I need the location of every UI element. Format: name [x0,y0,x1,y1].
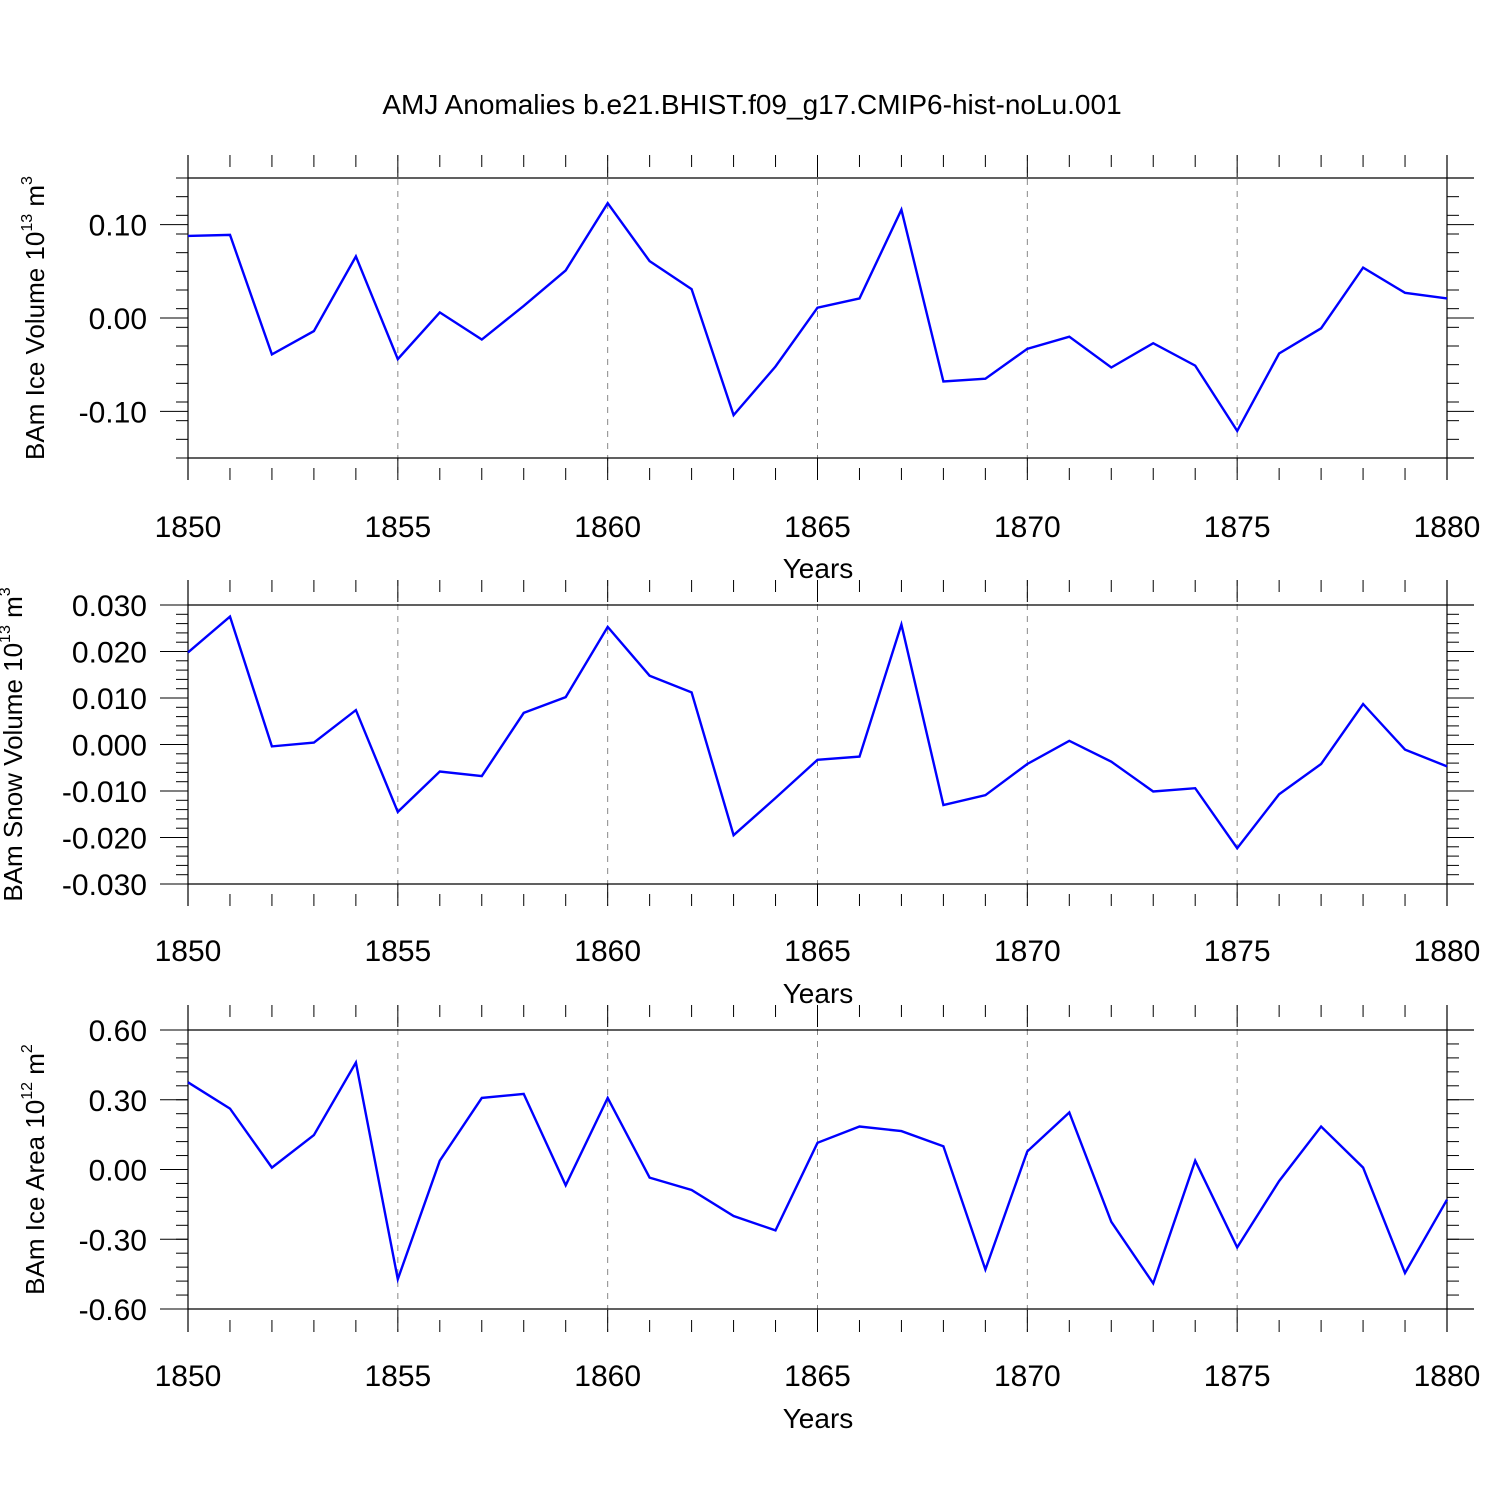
x-tick-label-1880: 1880 [1414,935,1481,968]
y-tick-label: -0.30 [79,1224,147,1257]
y-label-superscript: 13 [19,214,36,232]
y-tick-label: -0.020 [62,823,147,856]
x-axis-label: Years [783,553,854,584]
y-tick-label: -0.60 [79,1294,147,1327]
y-label-superscript: 12 [19,1082,36,1100]
y-label-text: m [0,596,28,625]
panel-snow-volume: -0.030 -0.020 -0.010 0.000 0.010 0.020 0.030 18… [0,580,1480,1009]
x-tick-label-1860: 1860 [574,511,641,544]
y-tick-label: 0.030 [72,590,147,623]
x-tick-label-1880: 1880 [1414,511,1481,544]
y-tick-label: 0.010 [72,683,147,716]
x-tick-label-1875: 1875 [1204,1360,1271,1393]
chart-title: AMJ Anomalies b.e21.BHIST.f09_g17.CMIP6-… [382,89,1121,120]
y-tick-label: 0.60 [89,1015,147,1048]
x-tick-label-1865: 1865 [784,1360,851,1393]
x-axis-label: Years [783,1403,854,1434]
series-line [187,201,1448,434]
x-tick-label-1850: 1850 [155,1360,222,1393]
x-tick-label-1870: 1870 [994,511,1061,544]
y-tick-label: 0.30 [89,1085,147,1118]
y-tick-label: 0.10 [89,210,147,243]
series-line [187,1059,1449,1287]
y-label-text: BAm Ice Area 10 [20,1100,50,1295]
x-tick-label-1870: 1870 [994,1360,1061,1393]
y-label-superscript: 13 [0,625,14,643]
y-label-text: m [20,185,50,214]
y-label-text: BAm Ice Volume 10 [20,232,50,460]
x-tick-label-1880: 1880 [1414,1360,1481,1393]
y-axis-label: BAm Ice Area 1012 m2 [19,1044,50,1295]
x-tick-label-1850: 1850 [155,935,222,968]
x-tick-label-1860: 1860 [574,1360,641,1393]
x-tick-label-1855: 1855 [364,1360,431,1393]
x-axis-label: Years [783,978,854,1009]
y-label-text: m [20,1053,50,1082]
y-tick-label: -0.010 [62,776,147,809]
y-tick-label: 0.00 [89,1155,147,1188]
x-tick-label-1865: 1865 [784,511,851,544]
y-tick-label: -0.10 [79,396,147,429]
y-label-text: BAm Snow Volume 10 [0,643,28,902]
y-tick-label: -0.030 [62,869,147,902]
x-tick-label-1855: 1855 [364,511,431,544]
panel-ice-volume: -0.10 0.00 0.10 1850 1855 1860 1865 1870 1875 188… [19,155,1480,584]
x-tick-label-1850: 1850 [155,511,222,544]
y-label-superscript: 3 [19,176,36,185]
y-tick-label: 0.000 [72,730,147,763]
x-tick-label-1870: 1870 [994,935,1061,968]
x-tick-label-1865: 1865 [784,935,851,968]
y-tick-label: 0.00 [89,303,147,336]
panel-ice-area: -0.60 -0.30 0.00 0.30 0.60 1850 1855 1860 1865 18… [19,1005,1480,1434]
series-line [187,614,1448,851]
x-tick-label-1860: 1860 [574,935,641,968]
y-axis-label: BAm Ice Volume 1013 m3 [19,176,50,460]
y-axis-label: BAm Snow Volume 1013 m3 [0,587,28,901]
x-tick-label-1875: 1875 [1204,511,1271,544]
x-tick-label-1875: 1875 [1204,935,1271,968]
y-label-superscript: 3 [0,587,14,596]
x-tick-label-1855: 1855 [364,935,431,968]
y-label-superscript: 2 [19,1044,36,1053]
y-tick-label: 0.020 [72,637,147,670]
